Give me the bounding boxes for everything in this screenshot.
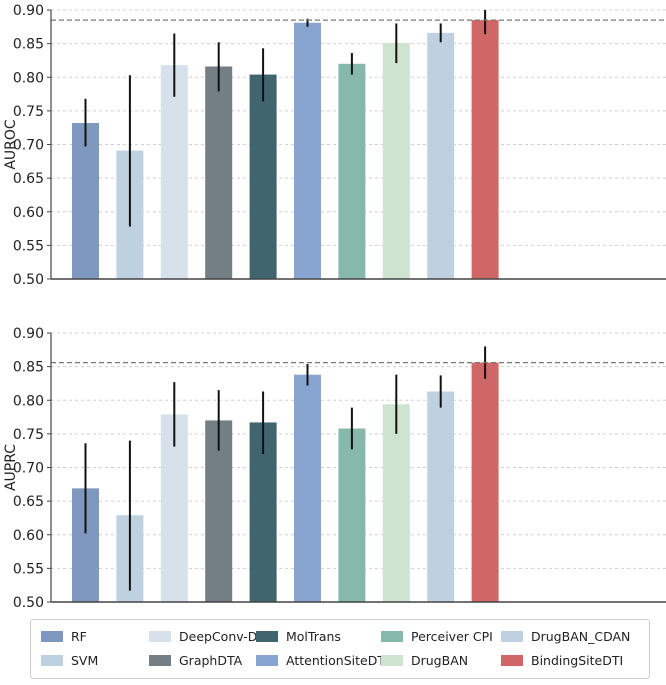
legend-swatch <box>41 631 63 642</box>
y-tick-label: 0.80 <box>13 393 44 409</box>
y-tick-label: 0.70 <box>13 138 44 154</box>
y-tick-label: 0.90 <box>13 3 44 19</box>
y-tick-label: 0.75 <box>13 104 44 120</box>
y-tick-label: 0.85 <box>13 360 44 376</box>
legend-swatch <box>381 631 403 642</box>
legend-label: DrugBAN_CDAN <box>531 629 631 644</box>
legend-label: DeepConv-DTI <box>179 629 269 644</box>
legend-item: GraphDTA <box>149 653 242 668</box>
bar-DrugBAN_CDAN <box>427 32 455 279</box>
y-axis-label: AUROC <box>3 119 19 170</box>
bar-DrugBAN <box>382 42 410 279</box>
legend-item: BindingSiteDTI <box>501 653 623 668</box>
legend-swatch <box>381 655 403 666</box>
bar-Perceiver CPI <box>338 428 366 602</box>
y-tick-label: 0.65 <box>13 494 44 510</box>
legend-item: DeepConv-DTI <box>149 629 269 644</box>
y-tick-label: 0.65 <box>13 171 44 187</box>
bar-BindingSiteDTI <box>471 362 499 602</box>
legend-swatch <box>149 631 171 642</box>
legend-label: Perceiver CPI <box>411 629 493 644</box>
legend-label: RF <box>71 629 87 644</box>
bar-RF <box>72 122 99 279</box>
y-tick-label: 0.55 <box>13 561 44 577</box>
bar-AttentionSiteDTI <box>294 374 321 602</box>
bar-DrugBAN <box>382 404 410 602</box>
y-tick-label: 0.70 <box>13 461 44 477</box>
y-tick-label: 0.80 <box>13 70 44 86</box>
legend-item: MolTrans <box>256 629 341 644</box>
y-tick-label: 0.50 <box>13 595 44 611</box>
legend-swatch <box>149 655 171 666</box>
y-tick-label: 0.90 <box>13 326 44 342</box>
legend-swatch <box>501 655 523 666</box>
legend-label: MolTrans <box>286 629 341 644</box>
legend-swatch <box>41 655 63 666</box>
legend-swatch <box>256 655 278 666</box>
bar-GraphDTA <box>205 66 233 280</box>
bar-DrugBAN_CDAN <box>427 391 455 602</box>
legend-swatch <box>256 631 278 642</box>
bar-BindingSiteDTI <box>471 20 499 280</box>
bar-MolTrans <box>249 74 277 279</box>
legend-swatch <box>501 631 523 642</box>
legend-item: Perceiver CPI <box>381 629 493 644</box>
y-tick-label: 0.55 <box>13 238 44 254</box>
y-tick-label: 0.50 <box>13 272 44 288</box>
bar-AttentionSiteDTI <box>294 22 321 280</box>
legend-item: SVM <box>41 653 98 668</box>
y-tick-label: 0.85 <box>13 37 44 53</box>
legend: RF SVM DeepConv-DTI GraphDTA MolTrans Attenti… <box>30 619 650 679</box>
legend-item: RF <box>41 629 87 644</box>
y-axis-label: AUPRC <box>3 444 19 491</box>
y-tick-label: 0.60 <box>13 205 44 221</box>
legend-item: AttentionSiteDTI <box>256 653 389 668</box>
y-tick-label: 0.75 <box>13 427 44 443</box>
legend-item: DrugBAN <box>381 653 468 668</box>
legend-label: SVM <box>71 653 99 668</box>
legend-label: AttentionSiteDTI <box>286 653 389 668</box>
legend-label: GraphDTA <box>179 653 243 668</box>
legend-item: DrugBAN_CDAN <box>501 629 630 644</box>
bar-Perceiver CPI <box>338 63 366 279</box>
bar-DeepConv-DTI <box>160 65 188 280</box>
legend-label: BindingSiteDTI <box>531 653 624 668</box>
auroc-chart: 0.50 0.55 0.60 0.65 0.70 0.75 0.80 0.85 0.90 AURO… <box>3 3 666 288</box>
legend-label: DrugBAN <box>411 653 469 668</box>
auprc-chart: 0.50 0.55 0.60 0.65 0.70 0.75 0.80 0.85 0.90 AUPR… <box>3 326 666 611</box>
y-tick-label: 0.60 <box>13 528 44 544</box>
